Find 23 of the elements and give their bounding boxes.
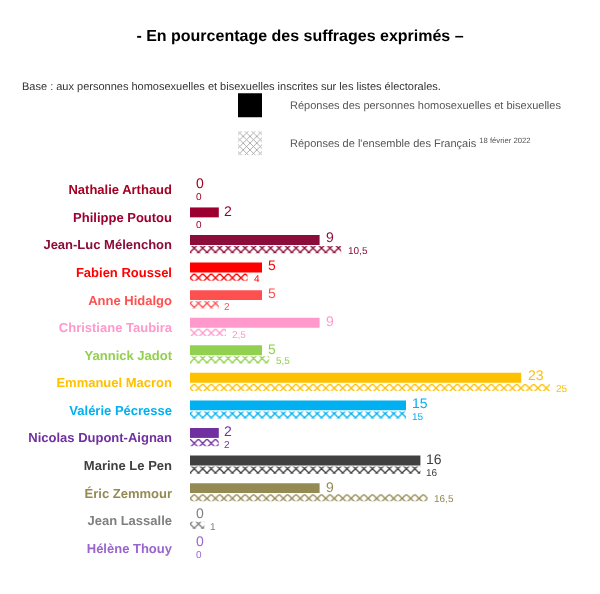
bar [190,345,262,356]
bar [190,328,226,336]
bar [190,428,219,438]
bar [190,301,219,309]
bar [190,262,262,273]
bar [190,317,320,328]
bar [190,439,219,447]
bar [190,235,320,245]
chart-title: - En pourcentage des suffrages exprimés – [136,26,465,45]
bar [190,372,522,383]
bar [190,494,428,502]
bar [190,383,550,392]
bar [190,273,248,281]
bar [190,356,270,364]
bar [190,521,205,529]
bar [190,455,421,466]
bar [190,246,342,254]
bar [190,483,320,494]
bar [190,466,421,474]
bar [190,290,262,301]
bar [190,411,406,419]
bar [190,400,406,411]
bar [190,207,219,218]
